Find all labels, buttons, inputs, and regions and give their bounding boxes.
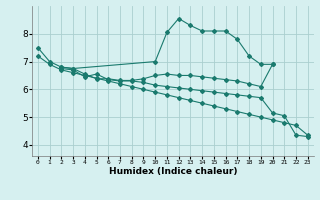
X-axis label: Humidex (Indice chaleur): Humidex (Indice chaleur) bbox=[108, 167, 237, 176]
